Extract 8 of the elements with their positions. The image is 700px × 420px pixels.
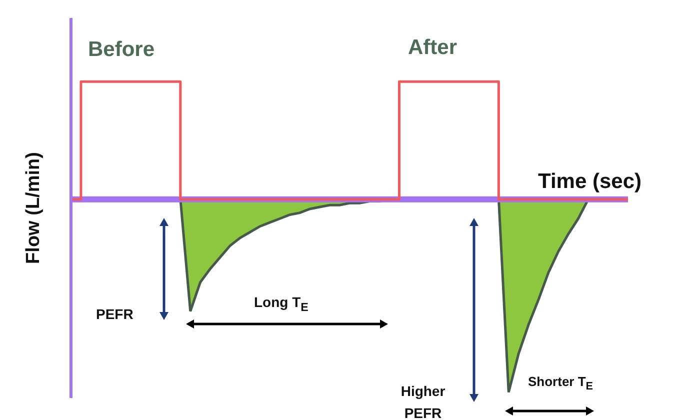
text: Before	[88, 38, 155, 62]
annotation: Higher PEFR	[400, 382, 446, 420]
annotation: Shorter T$_{E}$	[528, 374, 594, 393]
y-axis-title: Flow (L/min)	[23, 152, 45, 264]
x-axis-title: Time (sec)	[538, 170, 642, 194]
text: After	[408, 36, 458, 60]
annotation: PEFR	[96, 306, 134, 322]
annotation: Long T$_{E}$	[254, 294, 308, 314]
